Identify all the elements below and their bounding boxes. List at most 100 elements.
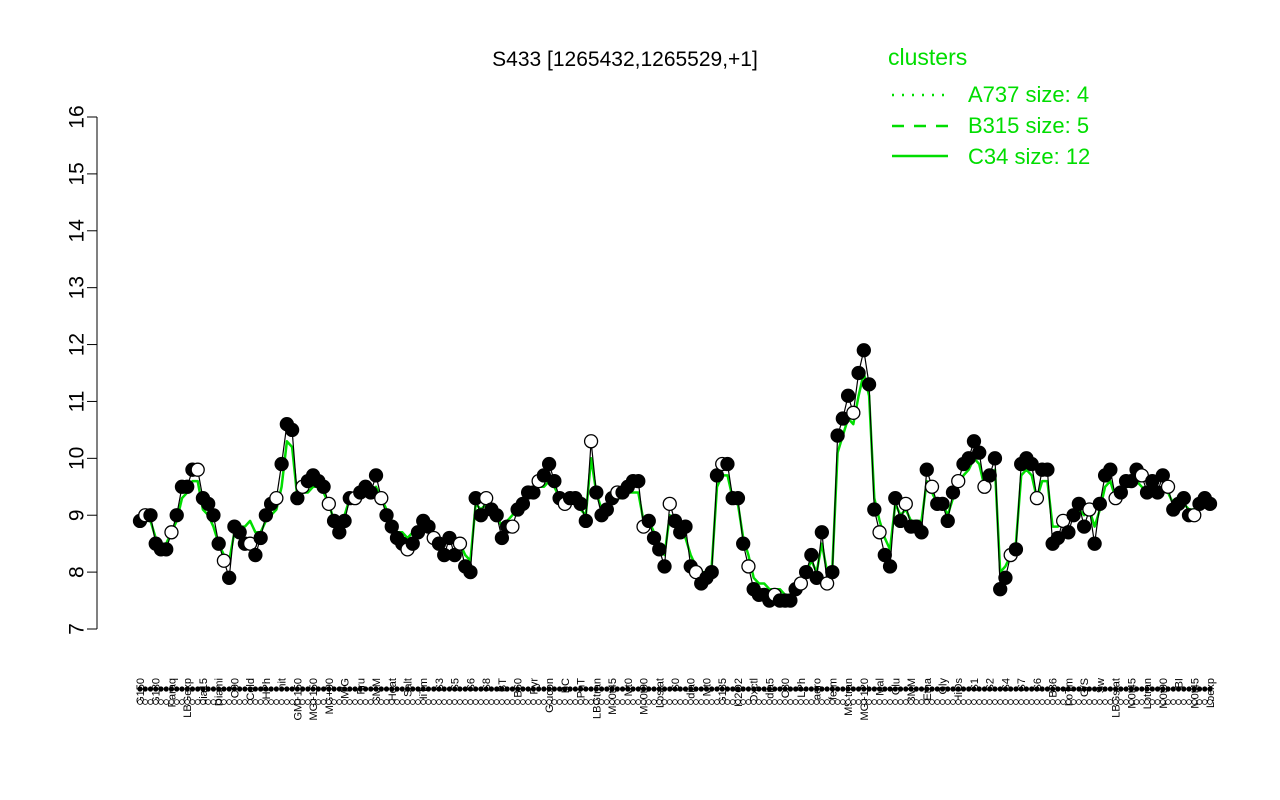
- data-point: [631, 473, 646, 489]
- x-tick-dot: [1008, 686, 1014, 692]
- x-tick-circle: [200, 699, 206, 705]
- x-tick-dot: [682, 686, 689, 692]
- x-tick-dot: [1207, 686, 1213, 692]
- legend-entry-b315: B315 size: 5: [892, 113, 1089, 138]
- x-tick-circle: [205, 699, 211, 705]
- x-tick-dot: [231, 686, 238, 692]
- x-tick-dot: [635, 686, 641, 692]
- x-tick-circle: [1144, 699, 1150, 705]
- x-tick-circle: [666, 699, 673, 705]
- x-tick-dot: [1055, 686, 1061, 692]
- data-point: [982, 468, 997, 483]
- x-tick-dot: [1002, 686, 1009, 692]
- x-tick-circle: [242, 699, 248, 705]
- x-tick-dot: [504, 686, 510, 692]
- data-point: [384, 519, 399, 534]
- x-tick-dot: [1112, 686, 1119, 692]
- x-tick-dot: [163, 686, 169, 692]
- x-tick-circle: [1186, 699, 1192, 705]
- data-point: [489, 508, 504, 523]
- legend: clusters A737 size: 4 B315 size: 5 C34 s…: [888, 44, 1090, 169]
- x-tick-circle: [546, 699, 552, 705]
- x-tick-circle: [1034, 699, 1040, 705]
- x-tick-dot: [525, 686, 531, 692]
- data-point: [447, 547, 462, 563]
- x-tick-circle: [1180, 699, 1187, 705]
- x-tick-dot: [1175, 686, 1182, 692]
- x-tick-circle: [677, 699, 684, 705]
- x-tick-dot: [336, 686, 342, 692]
- x-tick-dot: [331, 686, 337, 692]
- x-tick-circle: [509, 699, 516, 705]
- x-tick-circle: [687, 699, 694, 705]
- x-tick-dot: [814, 686, 820, 692]
- data-point: [662, 496, 677, 511]
- x-tick-dot: [1065, 686, 1071, 692]
- x-tick-circle: [478, 699, 484, 705]
- data-point: [641, 513, 656, 529]
- y-tick-label: 7: [66, 623, 89, 635]
- x-tick-dot: [819, 686, 825, 692]
- x-tick-circle: [373, 699, 379, 705]
- x-tick-circle: [808, 699, 815, 705]
- x-tick-circle: [1049, 699, 1056, 705]
- x-tick-circle: [588, 699, 594, 705]
- x-tick-dot: [320, 686, 327, 692]
- x-tick-dot: [845, 686, 851, 692]
- data-point: [966, 434, 982, 449]
- x-tick-dot: [1154, 686, 1161, 692]
- x-tick-circle: [583, 699, 589, 705]
- x-tick-circle: [761, 699, 767, 705]
- x-tick-dot: [751, 686, 757, 692]
- x-tick-dot: [745, 686, 752, 692]
- x-tick-dot: [1160, 686, 1166, 692]
- data-point: [945, 485, 961, 500]
- x-tick-dot: [908, 686, 914, 692]
- y-tick-label: 14: [66, 219, 89, 243]
- data-point: [1103, 462, 1118, 477]
- data-point: [201, 496, 216, 511]
- x-tick-dot: [1060, 686, 1066, 692]
- x-tick-circle: [1191, 699, 1198, 705]
- x-tick-label: LBGstat: [1111, 678, 1123, 718]
- data-point: [1160, 479, 1176, 494]
- data-point: [479, 491, 494, 506]
- x-tick-dot: [1018, 686, 1024, 692]
- x-tick-dot: [824, 686, 830, 692]
- x-tick-dot: [1139, 686, 1145, 692]
- data-point: [143, 508, 158, 523]
- x-tick-circle: [1175, 699, 1182, 705]
- x-tick-dot: [341, 686, 348, 692]
- x-tick-circle: [929, 699, 935, 705]
- x-tick-dot: [803, 686, 809, 692]
- x-tick-dot: [347, 686, 353, 692]
- x-tick-circle: [850, 699, 857, 705]
- data-point: [972, 445, 987, 460]
- x-tick-dot: [1186, 686, 1192, 692]
- data-point: [867, 502, 882, 517]
- data-point: [258, 508, 274, 523]
- x-tick-dot: [976, 686, 982, 692]
- x-tick-circle: [803, 699, 809, 705]
- x-tick-circle: [472, 699, 479, 705]
- legend-title: clusters: [888, 44, 967, 70]
- x-tick-circle: [152, 699, 159, 705]
- x-tick-circle: [520, 699, 526, 705]
- x-tick-circle: [147, 699, 154, 705]
- data-point: [736, 536, 751, 551]
- data-point: [1087, 536, 1102, 551]
- data-point: [1176, 491, 1191, 506]
- data-point: [232, 525, 247, 540]
- x-tick-dot: [268, 686, 274, 692]
- x-tick-dot: [876, 686, 883, 692]
- x-tick-circle: [499, 699, 505, 705]
- x-tick-label: Glucon: [544, 678, 556, 713]
- x-tick-circle: [1149, 699, 1156, 705]
- data-point: [851, 365, 866, 381]
- x-tick-circle: [986, 699, 993, 705]
- x-tick-circle: [263, 699, 269, 705]
- x-tick-circle: [467, 699, 474, 705]
- x-tick-dot: [966, 686, 972, 692]
- x-tick-dot: [646, 686, 652, 692]
- x-tick-circle: [1107, 699, 1114, 705]
